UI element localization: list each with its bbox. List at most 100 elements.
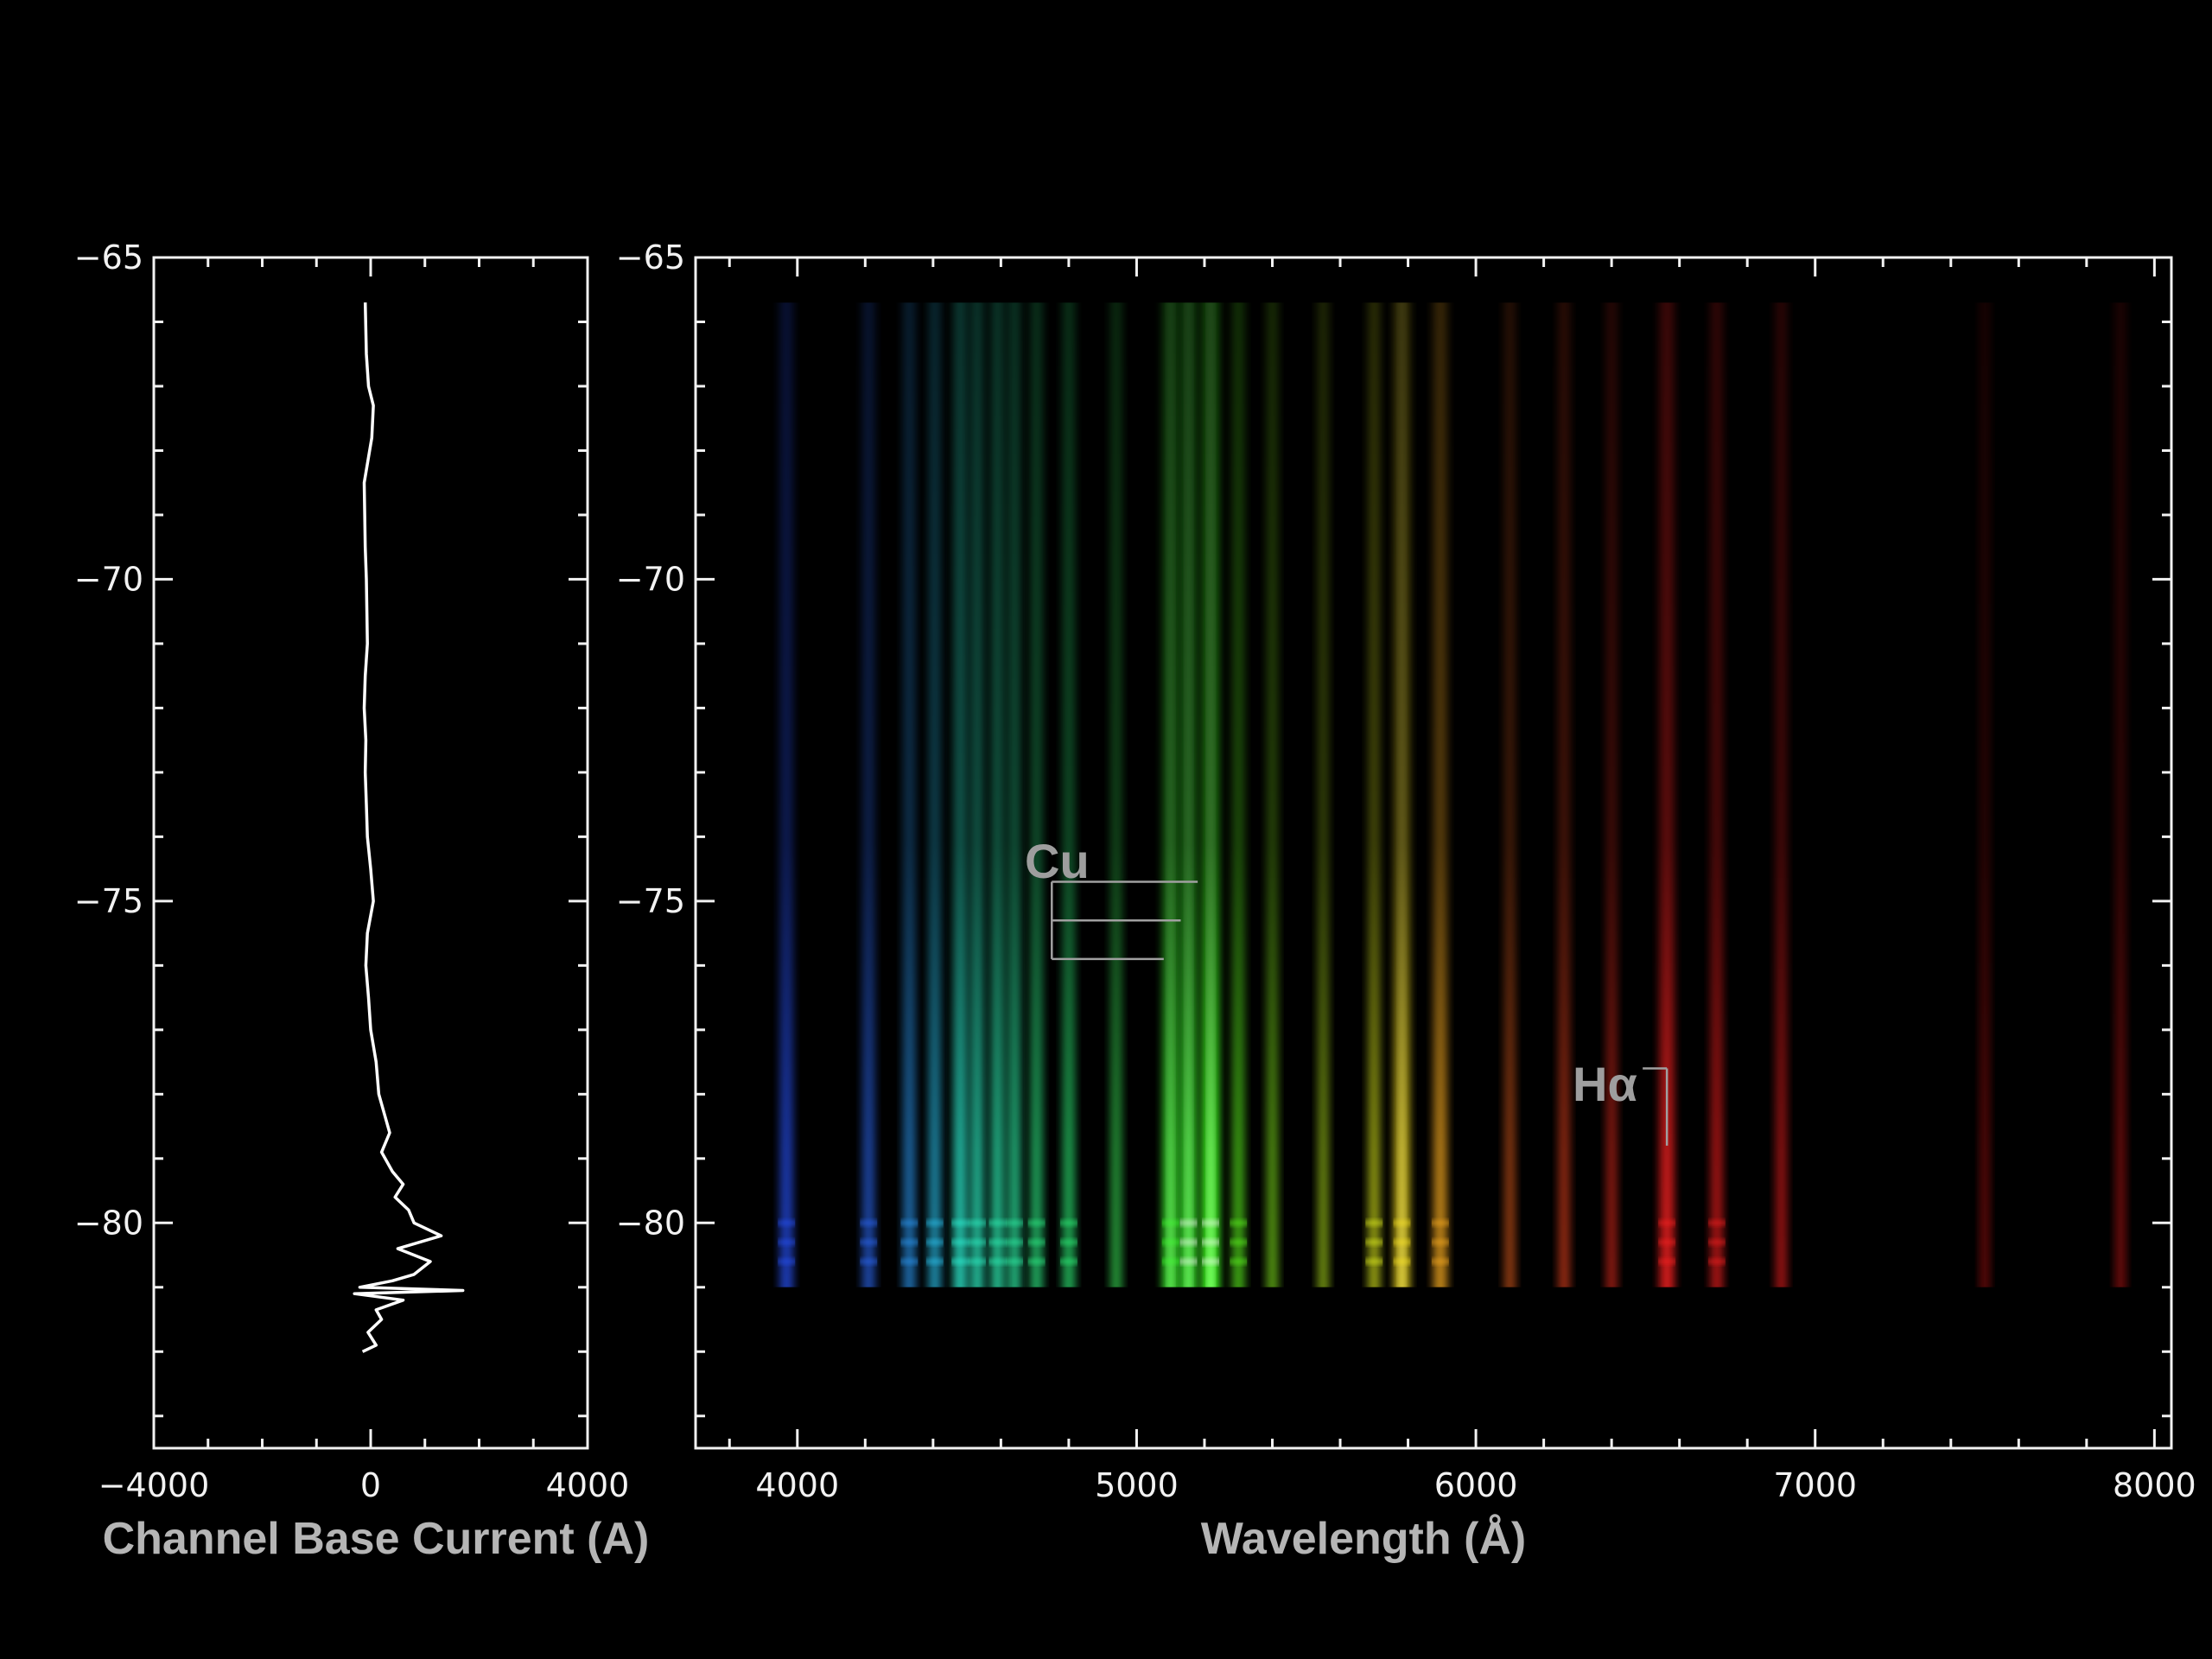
- spectrum-x-tick-label: 6000: [1434, 1466, 1518, 1504]
- emission-line: [1266, 302, 1279, 1287]
- band-spot: [1707, 1220, 1726, 1226]
- emission-line: [903, 302, 916, 1287]
- band-spot: [925, 1239, 944, 1245]
- band-spot: [860, 1220, 878, 1226]
- band-spot: [925, 1220, 944, 1226]
- band-spot: [951, 1239, 969, 1245]
- band-spot: [988, 1220, 1007, 1226]
- emission-line: [953, 302, 968, 1287]
- band-spot: [1230, 1220, 1248, 1226]
- band-spot: [1393, 1239, 1411, 1245]
- current-x-axis-title: Channel Base Current (A): [103, 1514, 650, 1564]
- emission-line: [970, 302, 984, 1287]
- current-panel: −4000 0 4000 −65 −70 −75 −80 Channel Base Curr…: [74, 238, 650, 1564]
- band-spot: [1027, 1220, 1046, 1226]
- band-spot: [778, 1220, 796, 1226]
- band-spot: [1202, 1258, 1220, 1264]
- emission-line: [2114, 302, 2126, 1287]
- band-spot: [1365, 1239, 1383, 1245]
- emission-line: [1433, 302, 1447, 1287]
- spectrum-y-tick-label: −75: [616, 882, 685, 920]
- current-y-tick-label: −75: [74, 882, 143, 920]
- spectral-line-annotations: Cu Hα: [1025, 834, 1669, 1146]
- band-spot: [1161, 1239, 1179, 1245]
- emission-line: [1558, 302, 1570, 1287]
- spectrum-axis-frame: [694, 256, 2173, 1450]
- band-spot: [968, 1239, 986, 1245]
- band-spot: [1179, 1239, 1198, 1245]
- band-spot: [1707, 1258, 1726, 1264]
- band-spot: [860, 1258, 878, 1264]
- band-spot: [1179, 1258, 1198, 1264]
- band-spot: [1059, 1258, 1077, 1264]
- emission-line: [1231, 302, 1245, 1287]
- spectrum-plot-area: [778, 302, 2126, 1287]
- band-spot: [1431, 1239, 1449, 1245]
- band-spot: [1179, 1220, 1198, 1226]
- bright-bands: [778, 1220, 1726, 1264]
- emission-line: [1980, 302, 1990, 1287]
- band-spot: [900, 1220, 918, 1226]
- band-spot: [951, 1220, 969, 1226]
- emission-line-core: [1185, 302, 1192, 1287]
- current-y-tick-label: −65: [74, 238, 143, 276]
- emission-line-core: [1399, 302, 1405, 1287]
- band-spot: [1059, 1239, 1077, 1245]
- band-spot: [988, 1258, 1007, 1264]
- spectrum-y-tick-label: −80: [616, 1204, 685, 1242]
- emission-line-core: [1167, 302, 1173, 1287]
- emission-line: [1710, 302, 1724, 1287]
- emission-line: [1030, 302, 1043, 1287]
- band-spot: [951, 1258, 969, 1264]
- current-y-tick-label: −80: [74, 1204, 143, 1242]
- emission-lines: [779, 302, 2126, 1287]
- emission-line: [1007, 302, 1021, 1287]
- band-spot: [1393, 1258, 1411, 1264]
- band-spot: [1161, 1220, 1179, 1226]
- emission-line: [1605, 302, 1618, 1287]
- band-spot: [1006, 1239, 1024, 1245]
- cu-annotation-label: Cu: [1025, 834, 1090, 888]
- h-alpha-annotation-label: Hα: [1573, 1057, 1637, 1111]
- current-plot-area: [353, 302, 465, 1353]
- emission-line: [779, 302, 793, 1287]
- band-spot: [1161, 1258, 1179, 1264]
- current-trace-line: [353, 302, 465, 1353]
- band-spot: [1006, 1258, 1024, 1264]
- band-spot: [1431, 1258, 1449, 1264]
- band-spot: [778, 1258, 796, 1264]
- band-spot: [1230, 1239, 1248, 1245]
- emission-line: [990, 302, 1005, 1287]
- spectrum-x-tick-label: 5000: [1095, 1466, 1179, 1504]
- band-spot: [1230, 1258, 1248, 1264]
- band-spot: [968, 1258, 986, 1264]
- emission-line: [1659, 302, 1675, 1287]
- emission-line: [1503, 302, 1516, 1287]
- band-spot: [860, 1239, 878, 1245]
- band-spot: [1658, 1258, 1676, 1264]
- band-spot: [900, 1239, 918, 1245]
- band-spot: [1059, 1220, 1077, 1226]
- band-spot: [1658, 1220, 1676, 1226]
- current-x-tick-label: 4000: [546, 1466, 630, 1504]
- spectrum-x-tick-label: 7000: [1773, 1466, 1857, 1504]
- current-x-tick-label: 0: [360, 1466, 381, 1504]
- band-spot: [1658, 1239, 1676, 1245]
- band-spot: [1707, 1239, 1726, 1245]
- emission-line-core: [1208, 302, 1214, 1287]
- spectrum-axis-ticks: 4000 5000 6000 7000 8000 −65 −70 −75 −80: [616, 238, 2196, 1504]
- spectrum-x-axis-title: Wavelength (Å): [1201, 1514, 1527, 1564]
- spectrum-y-tick-label: −65: [616, 238, 685, 276]
- spectrum-x-tick-label: 8000: [2113, 1466, 2196, 1504]
- band-spot: [1202, 1220, 1220, 1226]
- emission-line: [861, 302, 875, 1287]
- band-spot: [1365, 1220, 1383, 1226]
- band-spot: [1027, 1258, 1046, 1264]
- current-y-tick-label: −70: [74, 560, 143, 598]
- band-spot: [1431, 1220, 1449, 1226]
- band-spot: [925, 1258, 944, 1264]
- spectrum-x-tick-label: 4000: [755, 1466, 839, 1504]
- emission-line: [928, 302, 942, 1287]
- band-spot: [968, 1220, 986, 1226]
- band-spot: [1027, 1239, 1046, 1245]
